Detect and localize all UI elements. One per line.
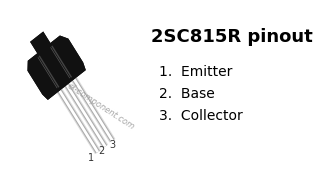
- Text: 2: 2: [99, 146, 105, 156]
- Text: 2SC815R pinout: 2SC815R pinout: [151, 28, 313, 46]
- Text: 3: 3: [109, 140, 116, 150]
- Text: 1.  Emitter: 1. Emitter: [159, 65, 232, 79]
- Text: 1: 1: [88, 153, 94, 163]
- Polygon shape: [28, 32, 86, 100]
- Text: 2.  Base: 2. Base: [159, 87, 214, 101]
- Polygon shape: [28, 32, 86, 100]
- Text: 3.  Collector: 3. Collector: [159, 109, 242, 123]
- Text: el-component.com: el-component.com: [65, 82, 136, 132]
